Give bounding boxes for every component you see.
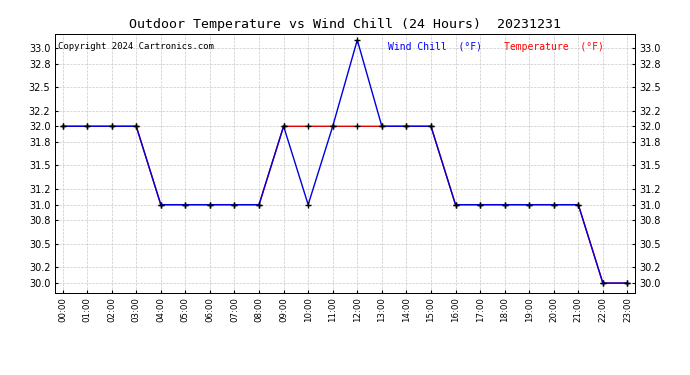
Text: Temperature  (°F): Temperature (°F)	[504, 42, 604, 51]
Title: Outdoor Temperature vs Wind Chill (24 Hours)  20231231: Outdoor Temperature vs Wind Chill (24 Ho…	[129, 18, 561, 31]
Text: Copyright 2024 Cartronics.com: Copyright 2024 Cartronics.com	[58, 42, 214, 51]
Text: Wind Chill  (°F): Wind Chill (°F)	[388, 42, 482, 51]
